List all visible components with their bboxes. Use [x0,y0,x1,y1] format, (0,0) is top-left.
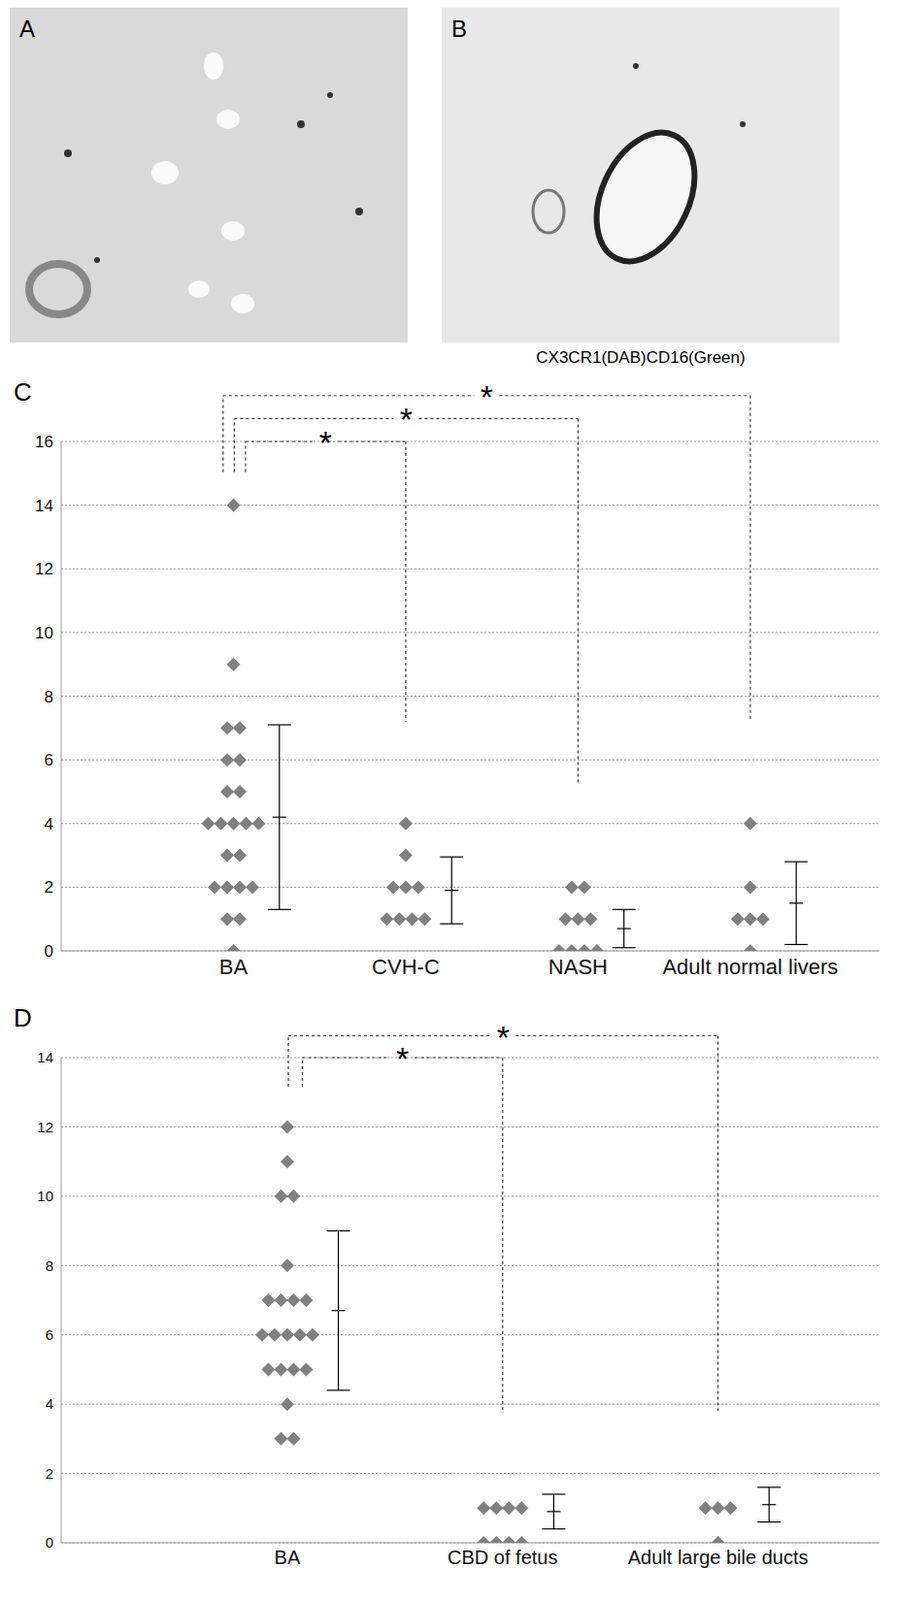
html-text:D: D [13,1003,32,1033]
svg-text:*: * [480,378,494,416]
svg-text:8: 8 [45,1258,54,1275]
svg-text:NASH: NASH [548,955,608,980]
html-text:CX3CR1(DAB)CD16(Green): CX3CR1(DAB)CD16(Green) [536,348,746,367]
svg-text:10: 10 [34,624,54,643]
svg-text:BA: BA [219,955,249,980]
svg-text:0: 0 [44,942,54,962]
svg-text:4: 4 [44,815,54,834]
svg-text:Adult normal livers: Adult normal livers [662,955,838,980]
svg-text:A: A [19,15,35,42]
svg-text:CBD of fetus: CBD of fetus [447,1547,558,1569]
svg-text:4: 4 [45,1395,54,1413]
svg-text:6: 6 [44,751,54,770]
svg-text:B: B [451,15,467,42]
svg-text:12: 12 [34,560,54,579]
svg-text:8: 8 [44,688,54,707]
svg-text:16: 16 [34,432,54,452]
svg-text:CVH-C: CVH-C [371,955,440,980]
svg-text:14: 14 [34,497,54,516]
svg-text:0: 0 [45,1534,54,1552]
svg-text:2: 2 [45,1465,54,1483]
svg-text:*: * [399,400,413,438]
svg-text:*: * [497,1019,510,1057]
svg-text:BA: BA [274,1547,301,1569]
svg-text:6: 6 [45,1327,54,1344]
svg-text:10: 10 [36,1188,54,1205]
svg-text:12: 12 [36,1119,54,1136]
svg-text:*: * [319,424,333,462]
svg-text:Adult large bile ducts: Adult large bile ducts [628,1547,809,1569]
svg-text:14: 14 [36,1049,54,1066]
svg-text:*: * [396,1040,409,1078]
svg-text:2: 2 [44,878,54,897]
html-text:C: C [13,377,32,407]
